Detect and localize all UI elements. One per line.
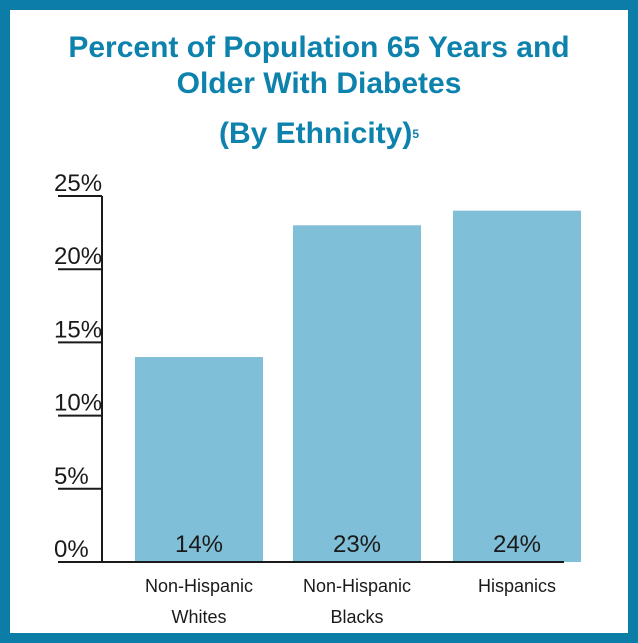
- x-category-label-1: Non-Hispanic Whites: [145, 576, 253, 627]
- x-category-label-line: Non-Hispanic: [145, 576, 253, 596]
- y-tick-label-10: 10%: [54, 390, 102, 417]
- x-category-label-line: Hispanics: [478, 576, 556, 596]
- y-tick-label-15: 15%: [54, 316, 102, 343]
- data-label-3: 24%: [493, 531, 541, 558]
- bar-2: [293, 225, 421, 562]
- y-tick-label-5: 5%: [54, 463, 89, 490]
- x-category-label-line: Whites: [171, 607, 226, 627]
- data-label-1: 14%: [175, 531, 223, 558]
- y-tick-label-25: 25%: [54, 170, 102, 197]
- x-category-label-3: Hispanics: [478, 576, 556, 596]
- data-label-2: 23%: [333, 531, 381, 558]
- x-category-label-line: Blacks: [330, 607, 383, 627]
- y-tick-label-0: 0%: [54, 536, 89, 563]
- y-tick-label-20: 20%: [54, 243, 102, 270]
- x-category-label-line: Non-Hispanic: [303, 576, 411, 596]
- x-category-label-2: Non-Hispanic Blacks: [303, 576, 411, 627]
- bar-3: [453, 211, 581, 562]
